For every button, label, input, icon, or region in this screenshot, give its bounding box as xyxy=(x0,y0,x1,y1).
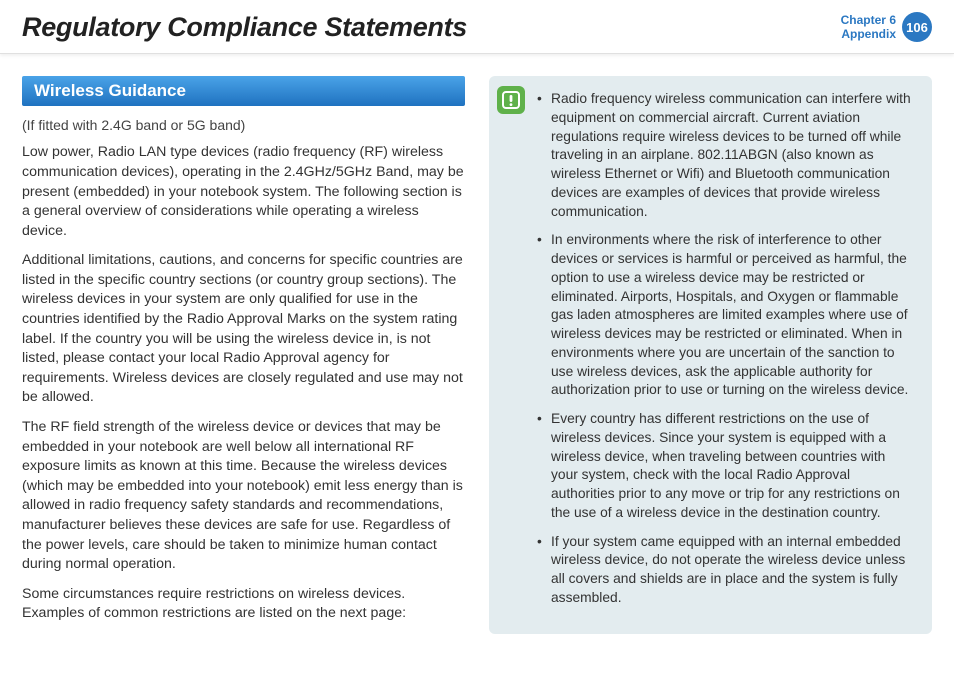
body: Wireless Guidance (If fitted with 2.4G b… xyxy=(0,54,954,634)
body-paragraph: Additional limitations, cautions, and co… xyxy=(22,251,465,408)
body-paragraph: Low power, Radio LAN type devices (radio… xyxy=(22,143,465,241)
page: Regulatory Compliance Statements Chapter… xyxy=(0,0,954,677)
chapter-line2: Appendix xyxy=(841,27,896,41)
callout-box: Radio frequency wireless communication c… xyxy=(489,76,932,634)
header: Regulatory Compliance Statements Chapter… xyxy=(0,0,954,54)
page-number-badge: 106 xyxy=(902,12,932,42)
callout-item: In environments where the risk of interf… xyxy=(537,231,912,400)
chapter-block: Chapter 6 Appendix 106 xyxy=(841,12,932,42)
chapter-text: Chapter 6 Appendix xyxy=(841,13,896,42)
body-paragraph: Some circumstances require restrictions … xyxy=(22,585,465,624)
right-column: Radio frequency wireless communication c… xyxy=(489,76,932,634)
alert-icon xyxy=(497,86,525,114)
left-column: Wireless Guidance (If fitted with 2.4G b… xyxy=(22,76,465,634)
callout-item: Every country has different restrictions… xyxy=(537,410,912,523)
callout-list: Radio frequency wireless communication c… xyxy=(537,90,912,608)
callout-item: Radio frequency wireless communication c… xyxy=(537,90,912,221)
section-heading: Wireless Guidance xyxy=(22,76,465,106)
section-subnote: (If fitted with 2.4G band or 5G band) xyxy=(22,116,465,135)
page-title: Regulatory Compliance Statements xyxy=(22,12,467,43)
chapter-line1: Chapter 6 xyxy=(841,13,896,27)
callout-item: If your system came equipped with an int… xyxy=(537,533,912,608)
body-paragraph: The RF field strength of the wireless de… xyxy=(22,418,465,575)
